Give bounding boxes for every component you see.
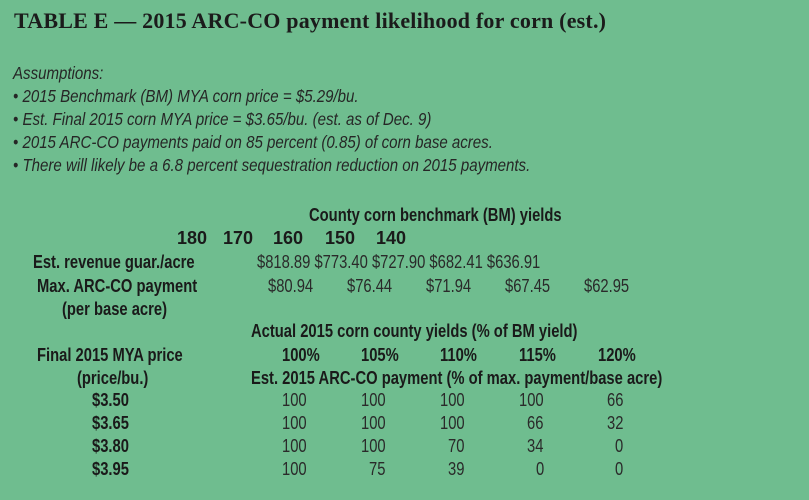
- yield-pct-header: 100%: [282, 345, 320, 365]
- value-cell: 100: [282, 390, 307, 410]
- assumption-item: • 2015 ARC-CO payments paid on 85 percen…: [13, 132, 493, 152]
- value-cell: $682.41: [429, 252, 483, 272]
- yield-header: 140: [375, 228, 407, 248]
- yield-pct-header: 105%: [361, 345, 399, 365]
- value-cell: 39: [448, 459, 465, 479]
- table-title: TABLE E — 2015 ARC-CO payment likelihood…: [14, 8, 607, 33]
- price-cell: $3.80: [92, 436, 129, 456]
- row-sublabel-per-base-acre: (per base acre): [62, 299, 168, 319]
- value-cell: 100: [361, 436, 386, 456]
- value-cell: 34: [527, 436, 544, 456]
- yield-pct-header: 120%: [598, 345, 636, 365]
- value-cell: 0: [536, 459, 545, 479]
- value-cell: 100: [361, 413, 386, 433]
- assumption-item: • 2015 Benchmark (BM) MYA corn price = $…: [13, 86, 359, 106]
- value-cell: $67.45: [505, 276, 551, 296]
- benchmark-heading: County corn benchmark (BM) yields: [309, 205, 562, 225]
- row-sublabel-price-per-bu: (price/bu.): [77, 368, 149, 388]
- value-cell: 100: [282, 459, 307, 479]
- value-cell: 100: [361, 390, 386, 410]
- value-cell: 100: [282, 413, 307, 433]
- assumption-item: • There will likely be a 6.8 percent seq…: [13, 155, 531, 175]
- assumptions-block: Assumptions: • 2015 Benchmark (BM) MYA c…: [13, 62, 530, 177]
- value-cell: $773.40: [314, 252, 368, 272]
- price-cell: $3.50: [92, 390, 129, 410]
- value-cell: 100: [519, 390, 544, 410]
- yield-header: 160: [272, 228, 304, 248]
- revenue-guarantee-values: $818.89 $773.40 $727.90 $682.41 $636.91: [257, 252, 540, 273]
- row-label-revenue-guarantee: Est. revenue guar./acre: [33, 252, 195, 272]
- value-cell: 66: [607, 390, 624, 410]
- assumptions-heading: Assumptions:: [13, 63, 104, 83]
- value-cell: 70: [448, 436, 465, 456]
- yield-header: 150: [324, 228, 356, 248]
- value-cell: 100: [440, 390, 465, 410]
- row-label-max-payment: Max. ARC-CO payment: [37, 276, 198, 296]
- value-cell: 0: [615, 459, 624, 479]
- value-cell: $727.90: [371, 252, 426, 272]
- value-cell: $71.94: [426, 276, 472, 296]
- row-label-final-mya-price: Final 2015 MYA price: [37, 345, 183, 365]
- value-cell: $80.94: [268, 276, 314, 296]
- payment-subheading: Est. 2015 ARC-CO payment (% of max. paym…: [251, 368, 663, 388]
- yield-pct-header: 110%: [440, 345, 477, 365]
- price-cell: $3.95: [92, 459, 129, 479]
- yield-header: 180: [176, 228, 208, 248]
- price-cell: $3.65: [92, 413, 129, 433]
- value-cell: 0: [615, 436, 624, 456]
- payment-heading: Actual 2015 corn county yields (% of BM …: [251, 321, 578, 341]
- value-cell: $76.44: [347, 276, 393, 296]
- value-cell: 75: [369, 459, 386, 479]
- value-cell: $62.95: [584, 276, 630, 296]
- value-cell: 100: [440, 413, 465, 433]
- value-cell: 100: [282, 436, 307, 456]
- yield-pct-header: 115%: [519, 345, 556, 365]
- value-cell: $636.91: [486, 252, 541, 272]
- yield-header: 170: [222, 228, 254, 248]
- value-cell: 66: [527, 413, 544, 433]
- assumption-item: • Est. Final 2015 corn MYA price = $3.65…: [13, 109, 432, 129]
- value-cell: $818.89: [257, 252, 311, 272]
- value-cell: 32: [607, 413, 624, 433]
